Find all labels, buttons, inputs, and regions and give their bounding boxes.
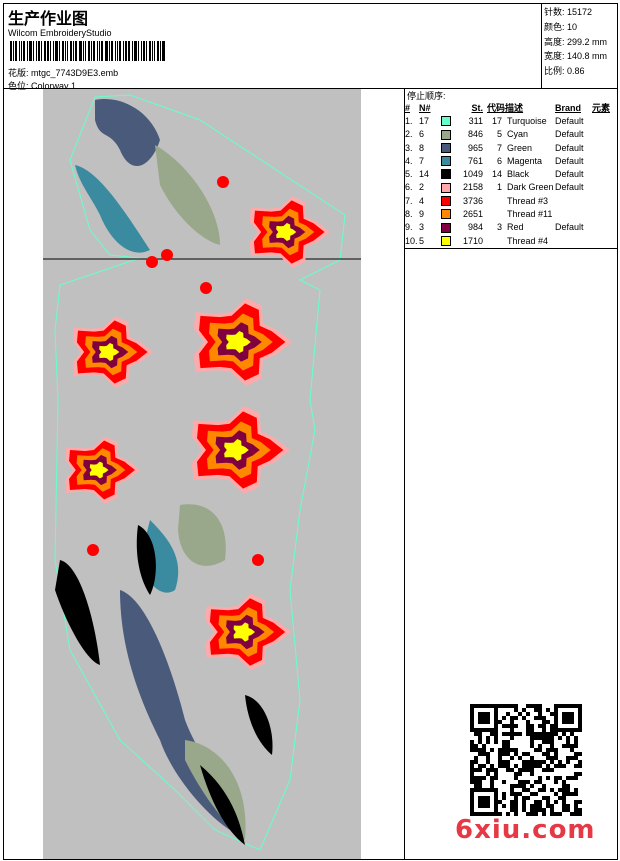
barcode bbox=[10, 41, 175, 61]
colorway-value: Colorway 1 bbox=[31, 81, 77, 91]
software-name: Wilcom EmbroideryStudio bbox=[8, 28, 112, 38]
flower bbox=[72, 316, 153, 388]
color-swatch bbox=[441, 196, 451, 207]
embroidery-preview bbox=[43, 89, 361, 859]
info-scale: 比例: 0.86 bbox=[544, 66, 585, 77]
stop-sequence-table: # N# St. 代码 描述 Brand 元素 1. 17 311 17 Turquoise Defa… bbox=[405, 101, 616, 247]
page-title: 生产作业图 bbox=[8, 11, 89, 28]
color-row: 6. 2 2158 1 Dark Green Default bbox=[405, 182, 584, 193]
column-header bbox=[441, 101, 455, 114]
column-header: # bbox=[405, 102, 411, 113]
color-row: 7. 4 3736 Thread #3 bbox=[405, 195, 549, 207]
flower bbox=[65, 436, 140, 504]
column-header: 描述 bbox=[505, 103, 524, 114]
color-swatch bbox=[441, 235, 451, 246]
design-name: 花版: mtgc_7743D9E3.emb bbox=[8, 66, 118, 79]
design-value: mtgc_7743D9E3.emb bbox=[31, 68, 119, 78]
watermark: 6xiu.com bbox=[455, 815, 596, 845]
color-swatch bbox=[441, 116, 451, 127]
colorway: 色位: Colorway 1 bbox=[8, 79, 76, 92]
color-row: 10. 5 1710 Thread #4 bbox=[405, 235, 549, 246]
color-swatch bbox=[441, 129, 451, 140]
qr-code bbox=[470, 704, 582, 816]
color-swatch bbox=[441, 142, 451, 153]
flower bbox=[191, 406, 290, 494]
color-row: 2. 6 846 5 Cyan Default bbox=[405, 129, 584, 140]
info-colors: 颜色: 10 bbox=[544, 21, 578, 32]
flower-motifs bbox=[65, 176, 330, 671]
color-row: 4. 7 761 6 Magenta Default bbox=[405, 155, 584, 167]
colorway-label: 色位: bbox=[8, 81, 29, 91]
divider bbox=[404, 89, 405, 859]
color-swatch bbox=[441, 182, 451, 193]
info-stitches: 针数: 15172 bbox=[544, 7, 593, 17]
embroidery-design bbox=[43, 94, 361, 851]
page-frame bbox=[3, 3, 618, 860]
flower bbox=[249, 196, 330, 268]
column-header: 代码 bbox=[486, 103, 505, 114]
color-swatch bbox=[441, 222, 451, 233]
blue-strokes bbox=[55, 99, 273, 845]
column-header: 元素 bbox=[592, 103, 611, 114]
design-info: 针数: 15172 颜色: 10 高度: 299.2 mm 宽度: 140.8 … bbox=[541, 3, 618, 89]
header: 生产作业图 Wilcom EmbroideryStudio 花版: mtgc_7… bbox=[3, 3, 542, 92]
color-swatch bbox=[441, 209, 451, 220]
column-header: St. bbox=[471, 102, 483, 113]
column-header: Brand bbox=[555, 102, 582, 113]
color-swatch bbox=[441, 169, 451, 180]
flower bbox=[193, 298, 292, 386]
color-row: 3. 8 965 7 Green Default bbox=[405, 142, 584, 153]
color-row: 5. 14 1049 14 Black Default bbox=[405, 169, 584, 180]
color-swatch bbox=[441, 156, 451, 167]
column-header: N# bbox=[419, 102, 431, 113]
stop-sequence-title: 停止顺序: bbox=[407, 91, 446, 101]
color-row: 1. 17 311 17 Turquoise Default bbox=[405, 115, 584, 127]
design-label: 花版: bbox=[8, 68, 29, 78]
color-row: 8. 9 2651 Thread #11 bbox=[405, 209, 553, 220]
flower bbox=[205, 593, 291, 671]
info-height: 高度: 299.2 mm bbox=[544, 36, 608, 47]
stop-sequence-panel: 停止顺序: # N# St. 代码 描述 Brand 元素 1. 17 311 17 Turquoi… bbox=[405, 89, 617, 249]
color-row: 9. 3 984 3 Red Default bbox=[405, 222, 584, 233]
info-width: 宽度: 140.8 mm bbox=[544, 51, 608, 62]
